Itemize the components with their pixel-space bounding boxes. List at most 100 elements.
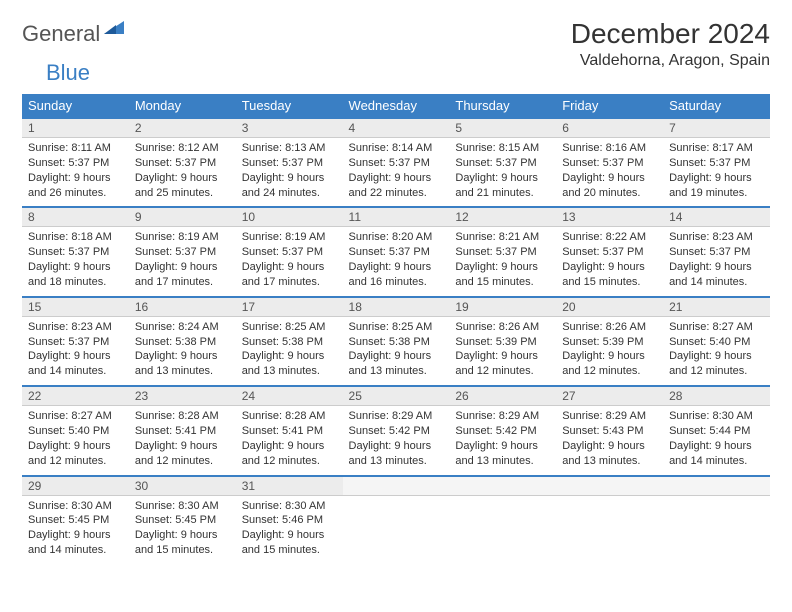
day-detail-cell: Sunrise: 8:27 AMSunset: 5:40 PMDaylight:… — [663, 316, 770, 386]
daylight-text: Daylight: 9 hours and 13 minutes. — [135, 349, 230, 379]
daylight-text: Daylight: 9 hours and 13 minutes. — [455, 439, 550, 469]
month-title: December 2024 — [571, 18, 770, 50]
sunset-text: Sunset: 5:37 PM — [135, 245, 230, 260]
daylight-text: Daylight: 9 hours and 14 minutes. — [669, 260, 764, 290]
daylight-text: Daylight: 9 hours and 26 minutes. — [28, 171, 123, 201]
day-number-cell: 18 — [343, 297, 450, 317]
weekday-header: Thursday — [449, 94, 556, 118]
day-number-cell: 2 — [129, 118, 236, 138]
sunset-text: Sunset: 5:43 PM — [562, 424, 657, 439]
sunset-text: Sunset: 5:45 PM — [28, 513, 123, 528]
day-number-cell: 5 — [449, 118, 556, 138]
day-detail-cell: Sunrise: 8:27 AMSunset: 5:40 PMDaylight:… — [22, 406, 129, 476]
sunrise-text: Sunrise: 8:30 AM — [28, 499, 123, 514]
day-detail-cell — [663, 495, 770, 564]
day-detail-cell: Sunrise: 8:28 AMSunset: 5:41 PMDaylight:… — [236, 406, 343, 476]
sunrise-text: Sunrise: 8:26 AM — [455, 320, 550, 335]
day-number-cell: 20 — [556, 297, 663, 317]
daynum-row: 891011121314 — [22, 207, 770, 227]
day-detail-cell: Sunrise: 8:29 AMSunset: 5:42 PMDaylight:… — [343, 406, 450, 476]
day-number-cell: 30 — [129, 476, 236, 496]
sunrise-text: Sunrise: 8:30 AM — [669, 409, 764, 424]
day-number-cell: 12 — [449, 207, 556, 227]
daylight-text: Daylight: 9 hours and 16 minutes. — [349, 260, 444, 290]
daylight-text: Daylight: 9 hours and 15 minutes. — [562, 260, 657, 290]
daylight-text: Daylight: 9 hours and 19 minutes. — [669, 171, 764, 201]
day-detail-cell: Sunrise: 8:23 AMSunset: 5:37 PMDaylight:… — [22, 316, 129, 386]
day-number-cell: 9 — [129, 207, 236, 227]
daylight-text: Daylight: 9 hours and 13 minutes. — [562, 439, 657, 469]
sunrise-text: Sunrise: 8:18 AM — [28, 230, 123, 245]
sunset-text: Sunset: 5:45 PM — [135, 513, 230, 528]
weekday-header: Sunday — [22, 94, 129, 118]
day-number-cell: 4 — [343, 118, 450, 138]
day-number-cell — [663, 476, 770, 496]
sunrise-text: Sunrise: 8:14 AM — [349, 141, 444, 156]
day-number-cell — [556, 476, 663, 496]
day-detail-cell: Sunrise: 8:16 AMSunset: 5:37 PMDaylight:… — [556, 138, 663, 208]
day-number-cell: 8 — [22, 207, 129, 227]
detail-row: Sunrise: 8:27 AMSunset: 5:40 PM Daylight:… — [22, 406, 770, 476]
day-number-cell: 26 — [449, 386, 556, 406]
sunrise-text: Sunrise: 8:30 AM — [242, 499, 337, 514]
day-detail-cell: Sunrise: 8:30 AMSunset: 5:46 PMDaylight:… — [236, 495, 343, 564]
day-detail-cell — [556, 495, 663, 564]
sunrise-text: Sunrise: 8:26 AM — [562, 320, 657, 335]
sunset-text: Sunset: 5:44 PM — [669, 424, 764, 439]
daylight-text: Daylight: 9 hours and 22 minutes. — [349, 171, 444, 201]
sunrise-text: Sunrise: 8:29 AM — [562, 409, 657, 424]
sunrise-text: Sunrise: 8:17 AM — [669, 141, 764, 156]
logo-word1: General — [22, 21, 100, 47]
day-number-cell — [449, 476, 556, 496]
daynum-row: 22232425262728 — [22, 386, 770, 406]
logo-word2: Blue — [46, 60, 90, 85]
sunset-text: Sunset: 5:37 PM — [28, 335, 123, 350]
daylight-text: Daylight: 9 hours and 20 minutes. — [562, 171, 657, 201]
day-detail-cell: Sunrise: 8:11 AMSunset: 5:37 PMDaylight:… — [22, 138, 129, 208]
day-detail-cell: Sunrise: 8:19 AMSunset: 5:37 PMDaylight:… — [236, 227, 343, 297]
day-number-cell: 10 — [236, 207, 343, 227]
day-number-cell: 6 — [556, 118, 663, 138]
sunrise-text: Sunrise: 8:13 AM — [242, 141, 337, 156]
daylight-text: Daylight: 9 hours and 15 minutes. — [242, 528, 337, 558]
day-number-cell: 3 — [236, 118, 343, 138]
day-number-cell: 27 — [556, 386, 663, 406]
sunrise-text: Sunrise: 8:22 AM — [562, 230, 657, 245]
sunrise-text: Sunrise: 8:16 AM — [562, 141, 657, 156]
day-detail-cell: Sunrise: 8:28 AMSunset: 5:41 PMDaylight:… — [129, 406, 236, 476]
sunrise-text: Sunrise: 8:27 AM — [669, 320, 764, 335]
sunset-text: Sunset: 5:39 PM — [562, 335, 657, 350]
day-detail-cell: Sunrise: 8:19 AMSunset: 5:37 PMDaylight:… — [129, 227, 236, 297]
day-detail-cell: Sunrise: 8:13 AMSunset: 5:37 PMDaylight:… — [236, 138, 343, 208]
sunrise-text: Sunrise: 8:27 AM — [28, 409, 123, 424]
weekday-header-row: Sunday Monday Tuesday Wednesday Thursday… — [22, 94, 770, 118]
daylight-text: Daylight: 9 hours and 17 minutes. — [135, 260, 230, 290]
sunrise-text: Sunrise: 8:28 AM — [135, 409, 230, 424]
day-detail-cell: Sunrise: 8:21 AMSunset: 5:37 PMDaylight:… — [449, 227, 556, 297]
detail-row: Sunrise: 8:18 AMSunset: 5:37 PMDaylight:… — [22, 227, 770, 297]
sunset-text: Sunset: 5:37 PM — [669, 156, 764, 171]
day-detail-cell — [343, 495, 450, 564]
sunset-text: Sunset: 5:38 PM — [135, 335, 230, 350]
daylight-text: Daylight: 9 hours and 12 minutes. — [455, 349, 550, 379]
day-number-cell: 19 — [449, 297, 556, 317]
sunrise-text: Sunrise: 8:30 AM — [135, 499, 230, 514]
weekday-header: Friday — [556, 94, 663, 118]
day-number-cell: 17 — [236, 297, 343, 317]
day-number-cell: 11 — [343, 207, 450, 227]
daylight-text: Daylight: 9 hours and 24 minutes. — [242, 171, 337, 201]
daylight-text: Daylight: 9 hours and 14 minutes. — [669, 439, 764, 469]
day-detail-cell: Sunrise: 8:25 AMSunset: 5:38 PMDaylight:… — [343, 316, 450, 386]
sunset-text: Sunset: 5:37 PM — [455, 245, 550, 260]
daylight-text: Daylight: 9 hours and 18 minutes. — [28, 260, 123, 290]
daylight-text: Daylight: 9 hours and 25 minutes. — [135, 171, 230, 201]
daylight-text: Daylight: 9 hours and 17 minutes. — [242, 260, 337, 290]
day-number-cell: 16 — [129, 297, 236, 317]
sunset-text: Sunset: 5:40 PM — [669, 335, 764, 350]
daylight-text: Daylight: 9 hours and 12 minutes. — [242, 439, 337, 469]
day-number-cell — [343, 476, 450, 496]
day-detail-cell: Sunrise: 8:20 AMSunset: 5:37 PMDaylight:… — [343, 227, 450, 297]
sunset-text: Sunset: 5:40 PM — [28, 424, 123, 439]
sunrise-text: Sunrise: 8:19 AM — [242, 230, 337, 245]
sunset-text: Sunset: 5:46 PM — [242, 513, 337, 528]
